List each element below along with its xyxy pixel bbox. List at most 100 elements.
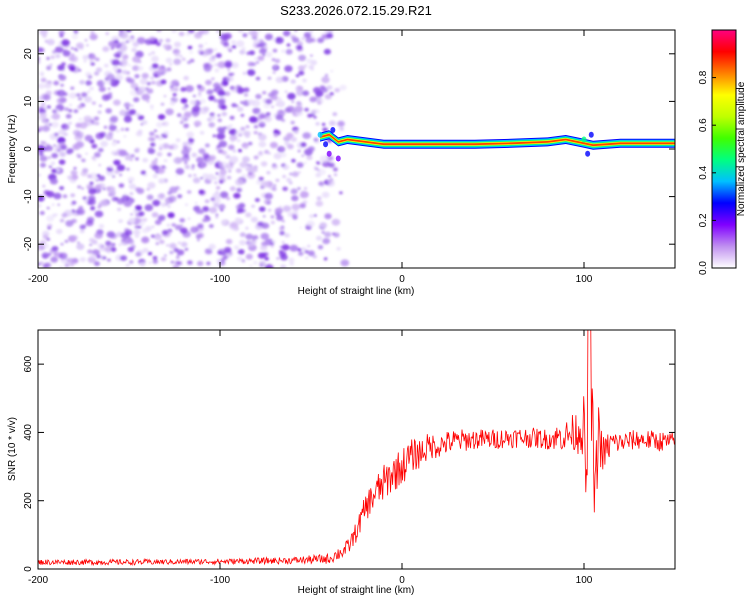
noise-blob [238,133,242,137]
noise-blob [102,46,110,52]
noise-blob [197,30,205,35]
noise-blob [78,205,84,210]
noise-blob [90,55,97,60]
noise-blob [121,239,124,242]
noise-blob [116,50,123,56]
noise-blob [244,146,248,150]
noise-blob [89,172,99,180]
noise-blob [281,244,290,251]
noise-blob [75,122,82,128]
colorbar-frame [711,29,737,269]
noise-blob [172,93,177,97]
noise-blob [292,210,296,214]
noise-blob [235,204,242,210]
noise-blob [108,124,117,131]
noise-blob [73,167,77,170]
noise-blob [49,178,58,185]
noise-blob [214,86,224,94]
noise-blob [289,244,299,252]
spectrogram-y-axis: -20 -10 0 10 20 [23,48,675,251]
noise-blob [149,104,154,108]
noise-blob [324,93,332,100]
noise-blob [80,170,88,177]
noise-blob [169,242,177,249]
noise-blob [79,80,85,85]
noise-blob [204,199,210,204]
noise-blob [119,110,127,116]
noise-blob [118,30,126,34]
spectrogram-x-tick-label: 0 [399,274,405,285]
noise-blob [199,161,207,168]
noise-blob [135,131,143,137]
noise-blob [209,224,214,228]
noise-blob [102,256,107,260]
noise-blob [214,181,218,185]
noise-blob [281,118,286,122]
noise-blob [206,117,212,122]
noise-blob [62,194,68,199]
noise-blob [313,137,319,142]
noise-blob [151,225,155,228]
noise-blob [170,88,174,92]
noise-blob [247,240,255,247]
noise-blob [301,247,307,251]
noise-blob [307,250,315,257]
noise-blob [111,42,118,48]
noise-blob [99,85,103,88]
noise-blob [50,55,55,59]
noise-blob [141,93,151,101]
noise-blob [59,186,65,191]
noise-blob [251,62,256,66]
noise-blob [220,251,226,256]
noise-blob [298,251,304,256]
noise-blob [125,158,129,161]
noise-blob [252,235,259,240]
noise-blob [206,261,211,266]
noise-blob [156,30,162,33]
noise-blob [81,187,84,190]
noise-blob [214,68,220,73]
noise-blob [109,189,116,195]
noise-blob [157,66,164,71]
noise-blob [257,55,265,61]
noise-blob [115,129,120,133]
noise-blob [105,240,112,246]
noise-blob [215,190,219,194]
noise-blob [276,257,280,260]
noise-blob [332,167,338,172]
noise-blob [146,194,154,201]
noise-blob [125,263,130,267]
noise-blob [315,200,324,207]
noise-blob [83,115,92,123]
noise-blob [124,229,133,236]
noise-blob [71,174,79,180]
noise-blob [180,241,188,248]
signal-spot [588,131,594,138]
noise-blob [123,102,131,108]
noise-blob [141,72,149,79]
noise-blob [176,113,182,118]
noise-blob [171,223,176,227]
noise-blob [158,39,163,43]
noise-blob [236,139,241,143]
noise-blob [150,76,154,80]
noise-blob [289,172,293,176]
noise-blob [187,260,193,265]
noise-blob [300,191,309,199]
noise-blob [301,37,305,40]
noise-blob [58,252,68,260]
noise-blob [194,201,198,205]
noise-blob [242,71,247,75]
noise-blob [132,41,140,47]
noise-blob [42,94,51,101]
noise-blob [184,247,189,251]
noise-blob [306,58,313,64]
noise-blob [288,257,295,263]
noise-blob [324,73,329,77]
noise-blob [181,155,190,162]
noise-blob [180,98,188,104]
noise-blob [109,233,118,240]
noise-blob [128,64,132,67]
noise-blob [158,214,166,221]
noise-blob [126,167,130,171]
